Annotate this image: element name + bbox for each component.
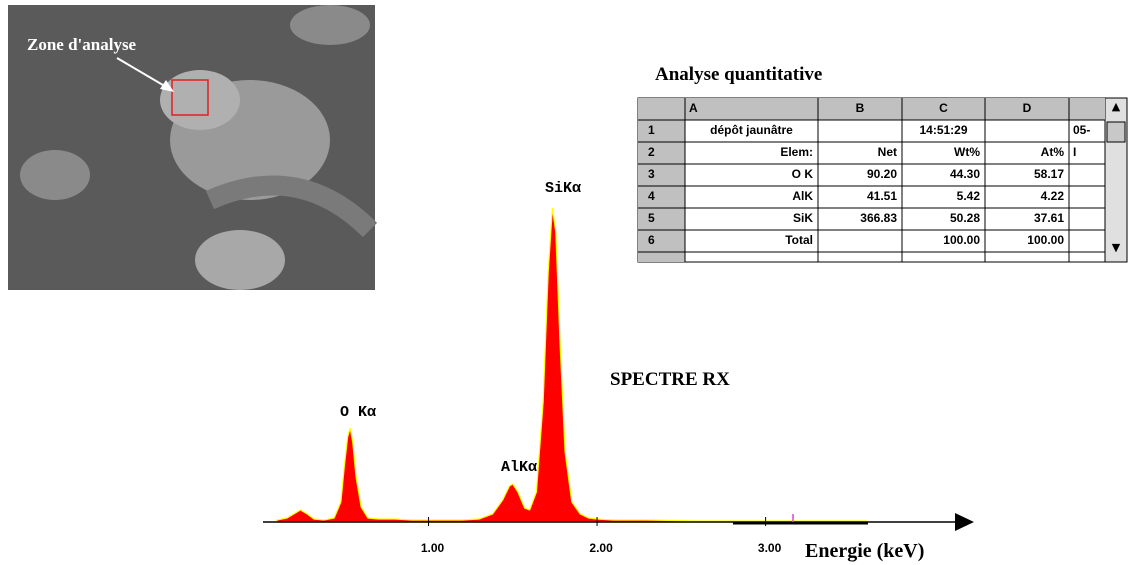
row-number: 5	[648, 211, 655, 225]
arrow	[116, 57, 169, 89]
scroll-thumb	[1106, 121, 1126, 143]
table-cell: At%	[1041, 145, 1065, 159]
table-cell: SiK	[793, 211, 813, 225]
fiber	[205, 175, 378, 238]
header-row	[638, 98, 1105, 120]
spectrum-area	[276, 207, 868, 523]
sem-image: Zone d'analyse	[8, 5, 378, 290]
arrow-head	[160, 80, 174, 92]
table-cell: 100.00	[943, 233, 980, 247]
analysis-zone	[171, 79, 209, 116]
table-cell: 37.61	[1034, 211, 1064, 225]
axis-arrow	[955, 513, 974, 531]
table-cell: 41.51	[867, 189, 897, 203]
table-cell: 44.30	[950, 167, 980, 181]
table-title: Analyse quantitative	[655, 64, 822, 85]
spectrum: 1.00 2.00 3.00 SiKα O Kα AlKα	[263, 180, 974, 555]
table-cell: 366.83	[860, 211, 897, 225]
table-cell: 14:51:29	[919, 123, 967, 137]
table-cell: 05-	[1073, 123, 1090, 137]
table: ▲ ▼ A B C D 1 2 3 4 5 6 dépôt jaunâtre 14:51:29 05- E…	[637, 97, 1128, 263]
table-cell: 58.17	[1034, 167, 1064, 181]
column-header: D	[1023, 101, 1032, 115]
column-header: C	[939, 101, 948, 115]
particle	[290, 5, 370, 45]
particle	[20, 150, 90, 200]
table-cell: 90.20	[867, 167, 897, 181]
table-cell: Total	[785, 233, 813, 247]
row-number: 4	[648, 189, 655, 203]
table-border	[637, 97, 1128, 263]
table-cell: 4.22	[1041, 189, 1065, 203]
table-cell: dépôt jaunâtre	[710, 123, 793, 137]
table-cell: I	[1073, 145, 1076, 159]
peak-label: O Kα	[340, 404, 376, 421]
table-cell: Wt%	[954, 145, 980, 159]
scroll-down: ▼	[1112, 241, 1121, 254]
column-header: A	[689, 101, 698, 115]
column-header: B	[856, 101, 865, 115]
scroll-up: ▲	[1112, 100, 1121, 113]
table-cell: Elem:	[780, 145, 813, 159]
table-cell: O K	[792, 167, 814, 181]
peak-label: AlKα	[501, 459, 537, 476]
row-number: 3	[648, 167, 655, 181]
table-cell: 100.00	[1027, 233, 1064, 247]
row-number: 2	[648, 145, 655, 159]
table-cell: 50.28	[950, 211, 980, 225]
peak-label: SiKα	[545, 180, 581, 197]
x-tick-label: 2.00	[589, 541, 613, 555]
table-cell: AlK	[792, 189, 813, 203]
image-label: Zone d'analyse	[27, 35, 137, 54]
chart-title: SPECTRE RX	[610, 369, 730, 390]
x-axis-label: Energie (keV)	[805, 540, 924, 562]
particle	[195, 230, 285, 290]
table-cell: 5.42	[957, 189, 981, 203]
x-tick-label: 1.00	[421, 541, 445, 555]
row-number: 1	[648, 123, 655, 137]
row-header-col	[638, 98, 685, 262]
x-tick-label: 3.00	[758, 541, 782, 555]
table-cell: Net	[878, 145, 897, 159]
row-number: 6	[648, 233, 655, 247]
